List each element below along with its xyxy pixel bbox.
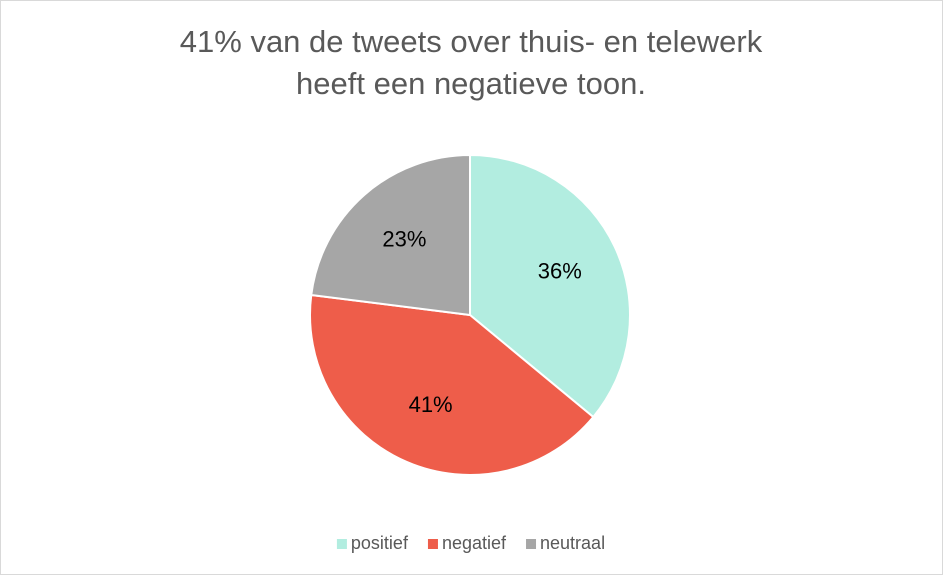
pie: 36% 41% 23% bbox=[309, 153, 631, 476]
pie-slice bbox=[309, 293, 595, 476]
legend-swatch bbox=[336, 539, 347, 549]
pie-slice bbox=[469, 153, 631, 419]
data-label: 23% bbox=[382, 226, 426, 251]
pie-slice bbox=[310, 153, 471, 317]
legend-label: negatief bbox=[442, 533, 507, 553]
legend-swatch bbox=[526, 539, 537, 549]
chart-title: heeft een negatieve toon. bbox=[296, 66, 646, 101]
data-label: 36% bbox=[538, 259, 582, 284]
legend-label: neutraal bbox=[540, 533, 605, 553]
legend-label: positief bbox=[351, 533, 409, 553]
chart-title: 41% van de tweets over thuis- en telewer… bbox=[180, 24, 763, 59]
legend: positief negatief neutraal bbox=[336, 533, 605, 553]
data-label: 41% bbox=[409, 392, 453, 417]
legend-swatch bbox=[427, 539, 438, 549]
